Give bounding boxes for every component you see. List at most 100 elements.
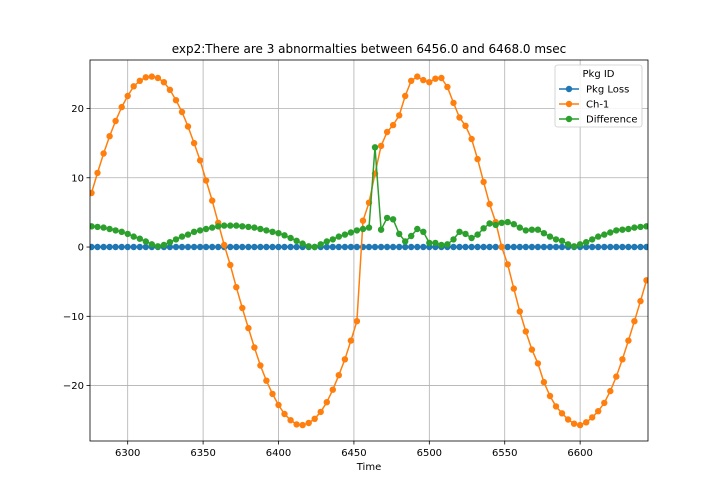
data-point (142, 243, 149, 251)
data-point (389, 216, 397, 223)
data-point (335, 372, 342, 379)
data-point (576, 241, 584, 248)
data-point (625, 225, 632, 233)
data-point (190, 243, 198, 251)
data-point (329, 386, 336, 393)
data-point (540, 243, 548, 251)
data-point (251, 243, 258, 251)
data-point (293, 243, 300, 251)
data-point (510, 243, 517, 251)
data-point (305, 243, 312, 250)
data-point (631, 224, 638, 231)
data-point (202, 243, 210, 251)
data-point (438, 74, 445, 82)
data-point (558, 243, 566, 251)
data-point (444, 83, 451, 91)
data-point (583, 419, 590, 426)
data-point (601, 243, 608, 251)
data-point (450, 243, 457, 251)
data-point (221, 222, 228, 229)
data-point (570, 243, 578, 250)
data-point (558, 410, 566, 417)
data-point (94, 169, 101, 177)
data-point (136, 77, 143, 85)
data-point (347, 229, 355, 236)
data-point (389, 121, 397, 129)
data-point (263, 227, 270, 234)
data-point (540, 378, 548, 386)
data-point (492, 221, 499, 229)
data-point (365, 243, 373, 251)
data-point (130, 233, 137, 240)
data-point (534, 243, 542, 251)
data-point (619, 243, 626, 251)
data-point (480, 225, 487, 232)
data-point (450, 236, 457, 243)
data-point (359, 225, 367, 233)
data-point (245, 324, 252, 332)
y-tick-label: −20 (63, 381, 84, 392)
data-point (420, 76, 427, 84)
data-point (251, 224, 258, 231)
y-tick-label: 10 (71, 173, 84, 184)
data-point (293, 421, 300, 428)
data-point (613, 227, 620, 234)
data-point (118, 243, 125, 251)
data-point (136, 243, 143, 251)
data-point (510, 221, 517, 228)
data-point (643, 243, 648, 251)
data-point (534, 226, 542, 233)
legend-label: Ch-1 (586, 100, 609, 111)
data-point (540, 230, 548, 237)
data-point (371, 144, 379, 151)
data-point (492, 243, 499, 251)
series-ch-1 (90, 73, 648, 429)
data-point (353, 227, 361, 234)
legend-marker (565, 100, 573, 108)
data-point (305, 419, 312, 427)
data-point (504, 218, 511, 226)
data-point (239, 243, 246, 251)
data-point (432, 75, 439, 82)
data-point (347, 337, 355, 344)
data-point (564, 241, 572, 248)
data-point (154, 74, 162, 82)
x-tick-label: 6450 (341, 448, 366, 459)
data-point (341, 231, 349, 238)
data-point (341, 356, 349, 363)
data-point (589, 243, 596, 251)
x-tick-label: 6600 (567, 448, 592, 459)
data-point (643, 277, 648, 284)
data-point (317, 408, 324, 416)
data-point (408, 77, 415, 85)
data-point (631, 243, 638, 251)
data-point (583, 243, 590, 251)
data-point (371, 243, 379, 251)
data-point (287, 243, 294, 251)
data-point (142, 238, 149, 245)
data-point (552, 403, 560, 410)
data-point (227, 261, 234, 269)
series-line (91, 147, 647, 248)
data-point (124, 243, 131, 251)
data-point (377, 142, 385, 150)
data-point (595, 408, 602, 415)
data-point (486, 220, 493, 227)
data-point (613, 243, 620, 251)
x-tick-label: 6350 (190, 448, 215, 459)
data-point (178, 108, 186, 116)
data-point (426, 239, 433, 247)
data-point (408, 232, 415, 240)
data-point (257, 243, 264, 251)
data-point (112, 227, 119, 234)
x-tick-label: 6300 (115, 448, 140, 459)
data-point (456, 228, 463, 235)
data-point (227, 222, 234, 229)
x-tick-label: 6400 (266, 448, 291, 459)
legend-marker (565, 115, 573, 123)
data-point (190, 139, 198, 147)
data-point (516, 224, 523, 231)
data-point (564, 416, 572, 423)
data-point (480, 243, 487, 251)
